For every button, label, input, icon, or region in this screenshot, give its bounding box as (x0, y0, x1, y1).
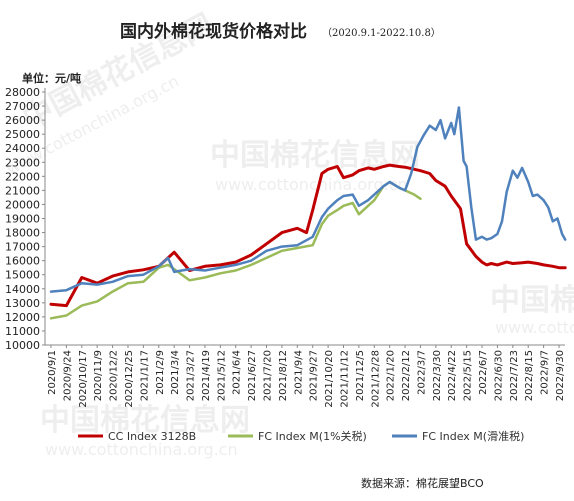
x-tick-label: 2022/1/20 (386, 350, 397, 401)
x-tick-label: 2021/9/4 (293, 350, 304, 395)
y-tick-label: 20000 (5, 198, 40, 211)
y-tick-label: 27000 (5, 100, 40, 113)
y-tick-label: 10000 (5, 339, 40, 352)
x-tick-label: 2022/6/7 (478, 350, 489, 395)
legend-label-fc-1pct: FC Index M(1%关税) (258, 429, 367, 443)
y-tick-label: 25000 (5, 128, 40, 141)
watermark-url: www.cottonchina.org.cn (45, 440, 238, 459)
x-tick-label: 2022/3/7 (416, 350, 427, 395)
y-tick-label: 23000 (5, 156, 40, 169)
x-tick-label: 2021/10/20 (324, 350, 335, 408)
x-tick-label: 2021/6/27 (247, 350, 258, 401)
y-tick-label: 19000 (5, 213, 40, 226)
x-tick-label: 2021/6/4 (232, 350, 243, 395)
x-tick-label: 2021/12/28 (370, 350, 381, 408)
source-label: 数据来源：棉花展望BCO (361, 476, 484, 490)
unit-label: 单位：元/吨 (22, 71, 81, 85)
x-tick-label: 2020/9/24 (62, 350, 73, 401)
y-tick-label: 22000 (5, 170, 40, 183)
legend-label-cc: CC Index 3128B (108, 430, 196, 443)
series-line-cc-index (49, 163, 567, 308)
x-tick-label: 2022/7/23 (509, 350, 520, 401)
watermark-url: www.cottonchina.org.cn (495, 318, 574, 337)
x-tick-label: 2020/11/9 (93, 350, 104, 401)
y-tick-label: 18000 (5, 227, 40, 240)
series-layer (49, 106, 567, 320)
y-tick-label: 24000 (5, 142, 40, 155)
y-tick-label: 12000 (5, 311, 40, 324)
x-tick-label: 2020/9/1 (47, 350, 58, 395)
x-tick-label: 2021/11/12 (339, 350, 350, 408)
x-tick-label: 2021/3/27 (186, 350, 197, 401)
watermark-url: www.cottonchina.org.cn (215, 175, 408, 194)
y-tick-label: 13000 (5, 297, 40, 310)
x-tick-label: 2022/8/15 (524, 350, 535, 401)
y-axis: 1000011000120001300014000150001600017000… (5, 86, 46, 352)
x-tick-label: 2021/9/27 (309, 350, 320, 401)
x-tick-label: 2020/12/25 (124, 350, 135, 408)
x-tick-label: 2022/3/30 (432, 350, 443, 401)
x-tick-label: 2021/1/17 (139, 350, 150, 401)
watermark-text: 中国棉花信息网 (210, 138, 420, 173)
legend: CC Index 3128B FC Index M(1%关税) FC Index… (78, 429, 524, 443)
y-tick-label: 14000 (5, 283, 40, 296)
x-tick-label: 2022/4/22 (447, 350, 458, 401)
y-tick-label: 28000 (5, 86, 40, 99)
x-tick-label: 2021/2/9 (155, 350, 166, 395)
y-tick-label: 17000 (5, 241, 40, 254)
y-tick-label: 21000 (5, 184, 40, 197)
y-tick-label: 16000 (5, 255, 40, 268)
x-tick-label: 2020/12/2 (109, 350, 120, 401)
x-tick-label: 2022/9/30 (555, 350, 566, 401)
series-line-fc-index-1pct (49, 180, 422, 320)
y-tick-label: 15000 (5, 269, 40, 282)
x-tick-label: 2022/2/12 (401, 350, 412, 401)
x-tick-label: 2021/4/19 (201, 350, 212, 401)
x-tick-label: 2021/5/12 (216, 350, 227, 401)
x-tick-label: 2021/7/20 (263, 350, 274, 401)
watermark-text: 中国棉花信息网 (40, 403, 250, 438)
y-tick-label: 26000 (5, 114, 40, 127)
x-tick-label: 2022/5/15 (463, 350, 474, 401)
chart-title: 国内外棉花现货价格对比 (120, 21, 307, 42)
x-tick-label: 2020/10/17 (78, 350, 89, 408)
x-tick-label: 2021/3/4 (170, 350, 181, 395)
chart-subtitle: （2020.9.1-2022.10.8） (322, 27, 441, 39)
x-axis: 2020/9/1 2020/9/24 2020/10/17 2020/11/9 2020… (45, 344, 566, 408)
x-tick-label: 2021/8/12 (278, 350, 289, 401)
x-tick-label: 2022/6/30 (493, 350, 504, 401)
series-line-fc-index-sliding (49, 106, 567, 293)
legend-label-fc-sliding: FC Index M(滑准税) (422, 429, 524, 443)
x-tick-label: 2022/9/7 (540, 350, 551, 395)
watermark-text: 中国棉花信息网 (490, 283, 574, 318)
y-tick-label: 11000 (5, 325, 40, 338)
x-tick-label: 2021/12/5 (355, 350, 366, 401)
